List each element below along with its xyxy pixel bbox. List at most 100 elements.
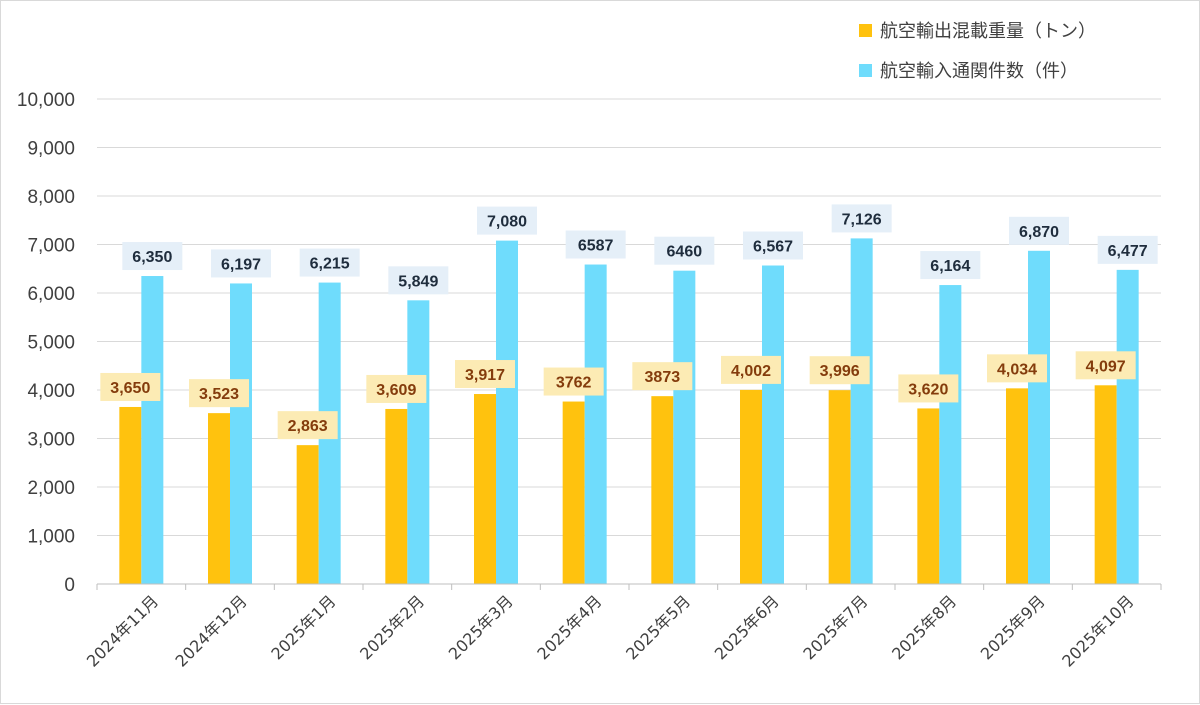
bars <box>119 238 1139 584</box>
x-tick-label: 2025年10月 <box>1058 591 1137 670</box>
data-label-import-count: 5,849 <box>398 273 438 290</box>
bar-export-weight <box>1006 388 1028 584</box>
legend-swatch-import-count <box>859 64 872 77</box>
data-label-box <box>920 251 981 280</box>
data-label-box <box>721 355 781 384</box>
data-label-import-count: 6,197 <box>221 256 261 273</box>
data-label-box <box>632 362 693 391</box>
bar-import-count <box>230 283 252 584</box>
data-label-box <box>654 236 715 265</box>
data-label-export-weight: 4,097 <box>1086 358 1126 375</box>
x-tick-label: 2025年3月 <box>445 591 517 663</box>
bar-export-weight <box>740 389 762 584</box>
data-label-box <box>477 206 537 235</box>
data-label-box <box>299 248 360 277</box>
y-tick-label: 3,000 <box>27 430 75 451</box>
bar-export-weight <box>917 408 940 584</box>
bar-export-weight <box>208 413 230 584</box>
data-label-import-count: 6,567 <box>753 239 793 256</box>
data-label-box <box>366 374 427 403</box>
bar-export-weight <box>296 445 319 584</box>
x-tick-label: 2025年5月 <box>622 591 694 663</box>
y-axis: 0 1,000 2,000 3,000 4,000 5,000 6,000 7,000 8,00… <box>17 90 75 596</box>
data-label-export-weight: 3,523 <box>199 386 239 403</box>
data-label-box <box>543 367 604 396</box>
x-tick-label: 2025年4月 <box>533 591 605 663</box>
data-label-box <box>565 230 626 259</box>
y-tick-label: 4,000 <box>27 381 75 402</box>
data-label-import-count: 6587 <box>578 238 614 255</box>
data-label-import-count: 6460 <box>667 244 703 261</box>
data-label-export-weight: 3873 <box>645 369 681 386</box>
bar-import-count <box>141 276 164 584</box>
y-tick-label: 8,000 <box>27 187 75 208</box>
x-axis: 2024年11月 2024年12月 2025年1月 2025年2月 2025年3月 202… <box>83 583 1162 671</box>
x-tick-label: 2025年6月 <box>711 591 783 663</box>
bar-import-count <box>584 264 607 584</box>
data-label-import-count: 6,215 <box>310 256 350 273</box>
data-label-import-count: 7,080 <box>487 214 527 231</box>
data-label-box <box>1009 216 1069 245</box>
data-label-box <box>809 356 870 385</box>
data-label-box <box>277 411 338 440</box>
data-label-export-weight: 4,002 <box>731 363 771 380</box>
y-tick-label: 2,000 <box>27 478 75 499</box>
data-label-box <box>100 372 161 401</box>
data-label-export-weight: 3762 <box>556 375 592 392</box>
data-label-export-weight: 3,620 <box>908 381 948 398</box>
legend-label-export-weight: 航空輸出混載重量（トン） <box>880 21 1096 42</box>
bar-import-count <box>939 285 962 584</box>
bar-import-count <box>762 265 784 584</box>
y-tick-label: 1,000 <box>27 527 75 548</box>
bar-export-weight <box>474 394 496 584</box>
bar-export-weight <box>828 390 851 584</box>
data-label-box <box>987 354 1047 383</box>
gridlines <box>97 98 1161 536</box>
bar-export-weight <box>562 401 585 584</box>
bar-import-count <box>1028 250 1050 584</box>
data-label-box <box>1075 351 1136 380</box>
y-tick-label: 7,000 <box>27 236 75 257</box>
legend-swatch-export-weight <box>859 24 872 37</box>
data-label-import-count: 6,350 <box>132 249 172 266</box>
data-labels: 3,650 6,350 3,523 6,197 2,863 6,215 3,609 5,849… <box>100 204 1158 440</box>
data-label-import-count: 6,477 <box>1108 243 1148 260</box>
x-tick-label: 2025年1月 <box>267 591 339 663</box>
data-label-box <box>898 374 959 403</box>
bar-export-weight <box>1094 385 1117 584</box>
x-tick-label: 2025年9月 <box>977 591 1049 663</box>
x-tick-label: 2024年11月 <box>83 591 162 670</box>
y-tick-label: 0 <box>64 575 75 596</box>
bar-import-count <box>496 240 518 584</box>
data-label-box <box>122 242 183 271</box>
data-label-import-count: 6,870 <box>1019 224 1059 241</box>
y-tick-label: 6,000 <box>27 284 75 305</box>
bar-import-count <box>850 238 873 584</box>
bar-export-weight <box>651 396 674 584</box>
legend-label-import-count: 航空輸入通関件数（件） <box>880 61 1078 82</box>
data-label-export-weight: 3,996 <box>820 363 860 380</box>
bar-import-count <box>1116 269 1139 584</box>
data-label-export-weight: 3,917 <box>465 367 505 384</box>
data-label-import-count: 6,164 <box>930 258 970 275</box>
data-label-box <box>1097 235 1158 264</box>
y-tick-label: 9,000 <box>27 139 75 160</box>
bar-import-count <box>407 300 430 584</box>
data-label-box <box>743 231 803 260</box>
data-label-export-weight: 4,034 <box>997 361 1037 378</box>
data-label-export-weight: 3,609 <box>376 382 416 399</box>
y-tick-label: 10,000 <box>17 90 75 111</box>
data-label-box <box>211 249 271 278</box>
data-label-box <box>831 204 892 233</box>
x-tick-label: 2025年8月 <box>888 591 960 663</box>
bar-import-count <box>673 270 696 584</box>
x-tick-label: 2025年7月 <box>799 591 871 663</box>
x-tick-label: 2024年12月 <box>172 591 251 670</box>
data-label-box <box>455 360 515 389</box>
y-tick-label: 5,000 <box>27 333 75 354</box>
data-label-export-weight: 3,650 <box>110 380 150 397</box>
data-label-export-weight: 2,863 <box>288 418 328 435</box>
bar-export-weight <box>385 408 408 584</box>
data-label-box <box>388 266 449 295</box>
